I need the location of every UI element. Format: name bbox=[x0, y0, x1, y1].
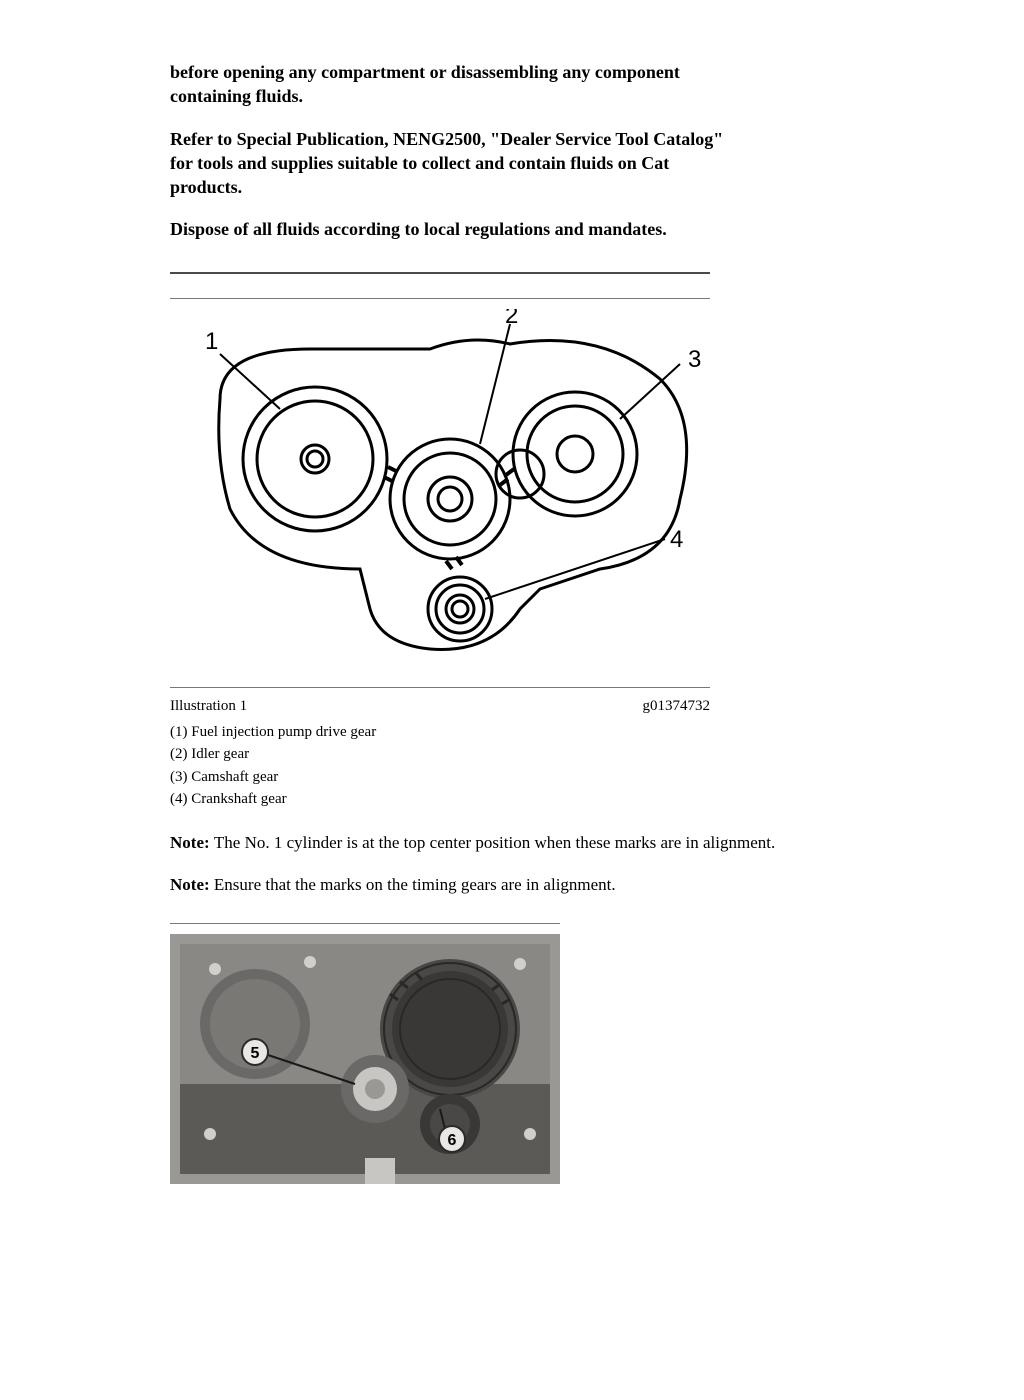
note-2: Note: Ensure that the marks on the timin… bbox=[170, 875, 854, 895]
note-1-text: The No. 1 cylinder is at the top center … bbox=[214, 833, 775, 852]
illustration-2-container: 5 6 bbox=[170, 923, 854, 1184]
legend-item-3: (3) Camshaft gear bbox=[170, 766, 710, 789]
para-fluids-warning: before opening any compartment or disass… bbox=[170, 60, 730, 109]
para-publication-ref: Refer to Special Publication, NENG2500, … bbox=[170, 127, 730, 200]
para-dispose: Dispose of all fluids according to local… bbox=[170, 217, 730, 241]
illustration-1-label: Illustration 1 bbox=[170, 698, 247, 715]
callout-4: 4 bbox=[670, 526, 683, 553]
legend-item-4: (4) Crankshaft gear bbox=[170, 788, 710, 811]
note-2-label: Note: bbox=[170, 875, 214, 894]
illustration-1-legend: (1) Fuel injection pump drive gear (2) I… bbox=[170, 721, 710, 811]
note-1: Note: The No. 1 cylinder is at the top c… bbox=[170, 833, 854, 853]
illustration-2-top-rule bbox=[170, 923, 560, 924]
note-2-text: Ensure that the marks on the timing gear… bbox=[214, 875, 616, 894]
note-1-label: Note: bbox=[170, 833, 214, 852]
callout-2: 2 bbox=[505, 309, 518, 329]
callout-1: 1 bbox=[205, 328, 218, 355]
illustration-1-code: g01374732 bbox=[643, 698, 711, 715]
gear-diagram-icon: 1 2 3 4 bbox=[170, 309, 710, 669]
callout-3: 3 bbox=[688, 346, 701, 373]
illustration-1-top-rule bbox=[170, 298, 710, 299]
engine-photo-icon: 5 6 bbox=[170, 934, 560, 1184]
illustration-1-bottom-rule bbox=[170, 687, 710, 688]
callout-6: 6 bbox=[448, 1132, 457, 1149]
divider-top bbox=[170, 272, 710, 274]
illustration-1-container: 1 2 3 4 Illustration 1 g01374732 (1) Fue… bbox=[170, 298, 710, 811]
legend-item-2: (2) Idler gear bbox=[170, 743, 710, 766]
callout-5: 5 bbox=[251, 1045, 260, 1062]
legend-item-1: (1) Fuel injection pump drive gear bbox=[170, 721, 710, 744]
